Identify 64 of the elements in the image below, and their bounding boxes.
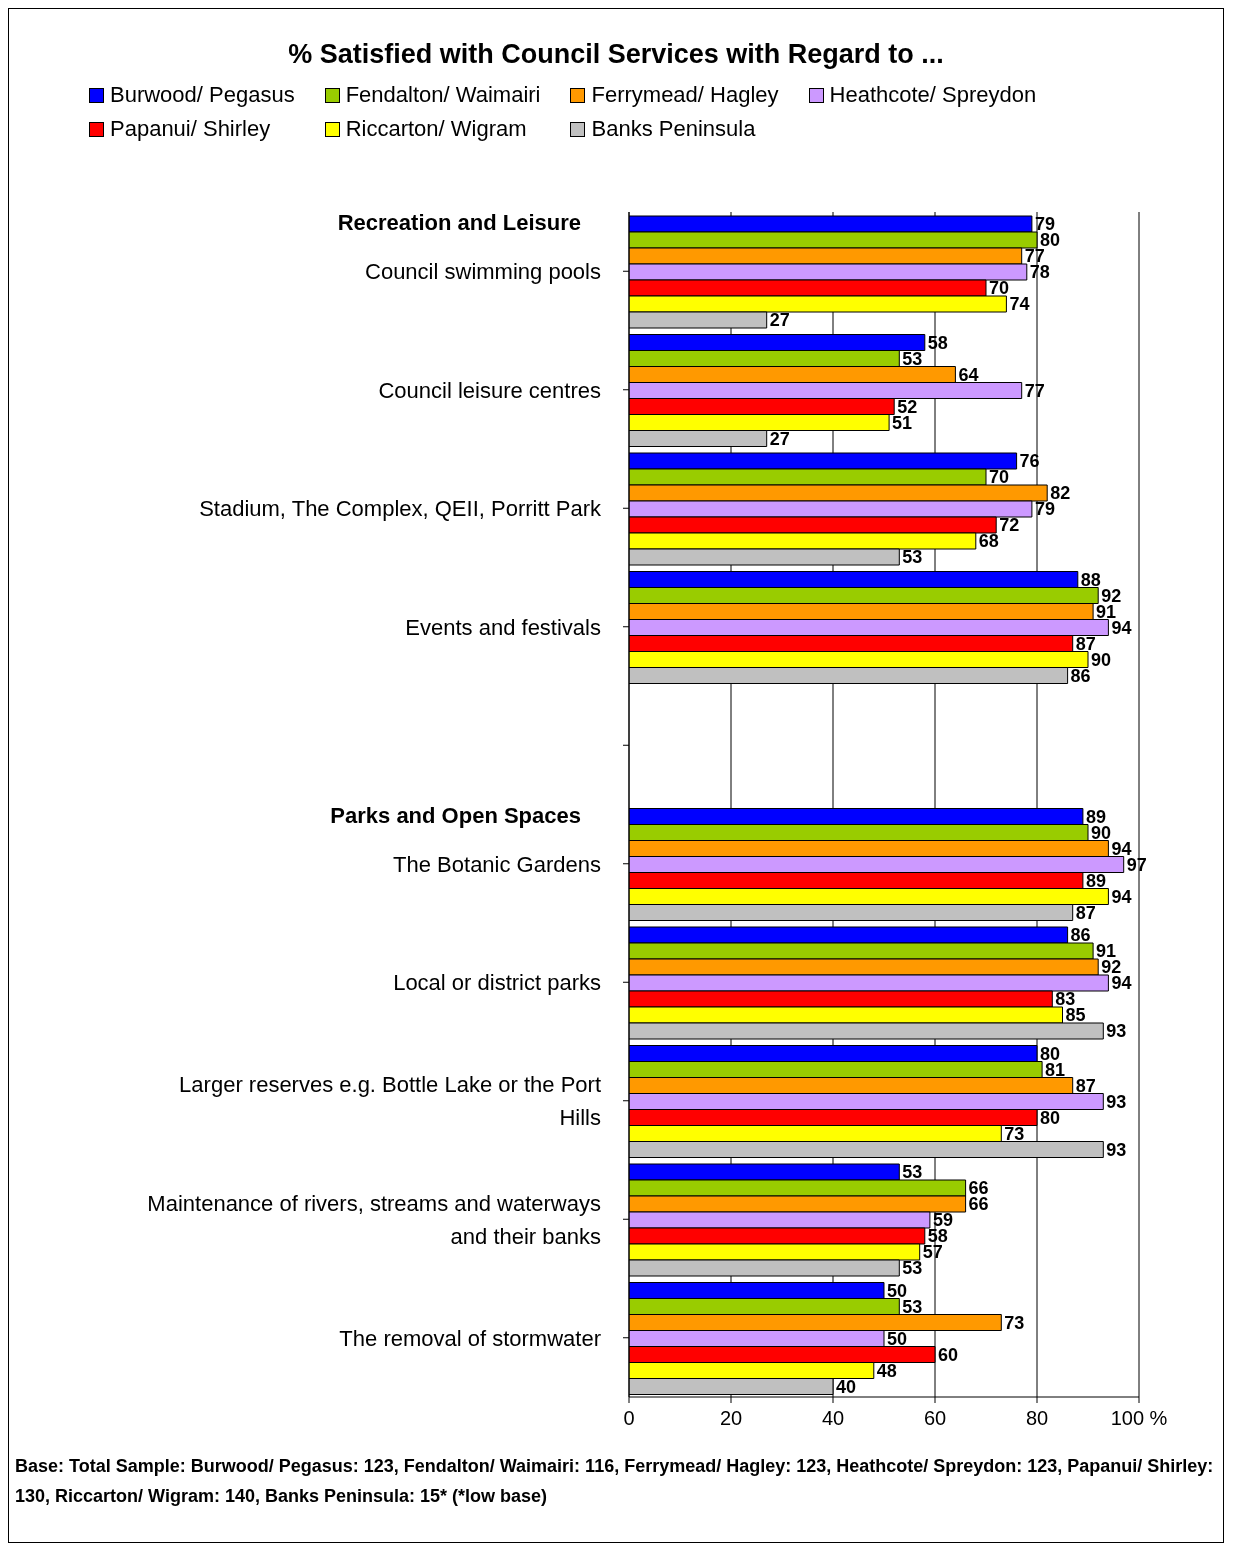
y-tick-label: Maintenance of rivers, streams and waterways and their banks: [147, 1190, 601, 1249]
y-tick-label: Events and festivals: [405, 614, 601, 640]
x-tick-label: 100 %: [1110, 1407, 1168, 1430]
data-label: 88: [1080, 569, 1101, 590]
data-label: 53: [902, 547, 923, 568]
data-label: 53: [902, 1162, 923, 1183]
legend-label: Heathcote/ Spreydon: [829, 82, 1037, 108]
x-tick-label: 40: [821, 1407, 845, 1430]
data-label: 94: [1111, 886, 1132, 907]
legend-label: Burwood/ Pegasus: [110, 82, 295, 108]
text: Recreation and Leisure: [337, 210, 581, 235]
data-label: 93: [1106, 1091, 1127, 1112]
data-label: 53: [902, 1258, 923, 1279]
data-label: 60: [938, 1344, 959, 1365]
data-label: 50: [887, 1328, 908, 1349]
data-label: 73: [1004, 1123, 1025, 1144]
data-label: 53: [902, 348, 923, 369]
data-label: 70: [989, 467, 1010, 488]
data-label: 74: [1009, 294, 1030, 315]
data-label: 27: [769, 310, 790, 331]
data-label: 89: [1085, 870, 1106, 891]
x-tick-label: 80: [1025, 1407, 1049, 1430]
y-tick-label: Council swimming pools: [365, 259, 601, 285]
chart-title: % Satisfied with Council Services with Regard to ...: [287, 39, 945, 70]
legend-label: Papanui/ Shirley: [110, 116, 271, 142]
data-label: 76: [1019, 451, 1040, 472]
y-tick-label: The Botanic Gardens: [393, 851, 601, 877]
data-label: 66: [968, 1194, 989, 1215]
data-label: 58: [927, 332, 948, 353]
data-label: 86: [1070, 665, 1091, 686]
data-label: 40: [836, 1376, 857, 1397]
legend-label: Banks Peninsula: [591, 116, 756, 142]
y-tick-label: The removal of stormwater: [339, 1325, 601, 1351]
x-tick-label: 0: [623, 1407, 635, 1430]
data-label: 27: [769, 428, 790, 449]
legend-label: Fendalton/ Waimairi: [345, 82, 541, 108]
data-label: 73: [1004, 1312, 1025, 1333]
legend-label: Riccarton/ Wigram: [345, 116, 527, 142]
text: Parks and Open Spaces: [330, 802, 581, 828]
y-tick-label: Council leisure centres: [378, 377, 601, 403]
text: Base: Total Sample: Burwood/ Pegasus: 123, Fendalton/ Waimairi: 116, Ferrymead/ Hagley: 123, Heathcote/ Spreydon: 123, Papanui/ Shirley: 130, Riccarton/ Wigram: 140, Banks Peninsula: 15* (*low base): [14, 1455, 1215, 1508]
y-tick-label: Larger reserves e.g. Bottle Lake or the Port Hills: [179, 1072, 601, 1131]
data-label: 70: [989, 278, 1010, 299]
x-tick-label: 20: [719, 1407, 743, 1430]
data-label: 72: [999, 515, 1020, 536]
data-label: 64: [958, 364, 979, 385]
data-label: 94: [1111, 973, 1132, 994]
y-tick-label: Stadium, The Complex, QEII, Porritt Park: [199, 496, 602, 522]
data-label: 57: [922, 1242, 943, 1263]
data-label: 68: [978, 531, 999, 552]
data-label: 77: [1024, 380, 1045, 401]
data-label: 48: [876, 1360, 897, 1381]
data-label: 87: [1075, 902, 1096, 923]
y-tick-label: Local or district parks: [393, 970, 601, 996]
data-label: 87: [1075, 1075, 1096, 1096]
data-label: 79: [1034, 499, 1055, 520]
data-label: 80: [1040, 1107, 1061, 1128]
data-label: 85: [1065, 1005, 1086, 1026]
x-tick-label: 60: [923, 1407, 947, 1430]
data-label: 93: [1106, 1139, 1127, 1160]
data-label: 78: [1029, 262, 1050, 283]
data-label: 93: [1106, 1021, 1127, 1042]
legend-label: Ferrymead/ Hagley: [591, 82, 779, 108]
data-label: 86: [1070, 925, 1091, 946]
